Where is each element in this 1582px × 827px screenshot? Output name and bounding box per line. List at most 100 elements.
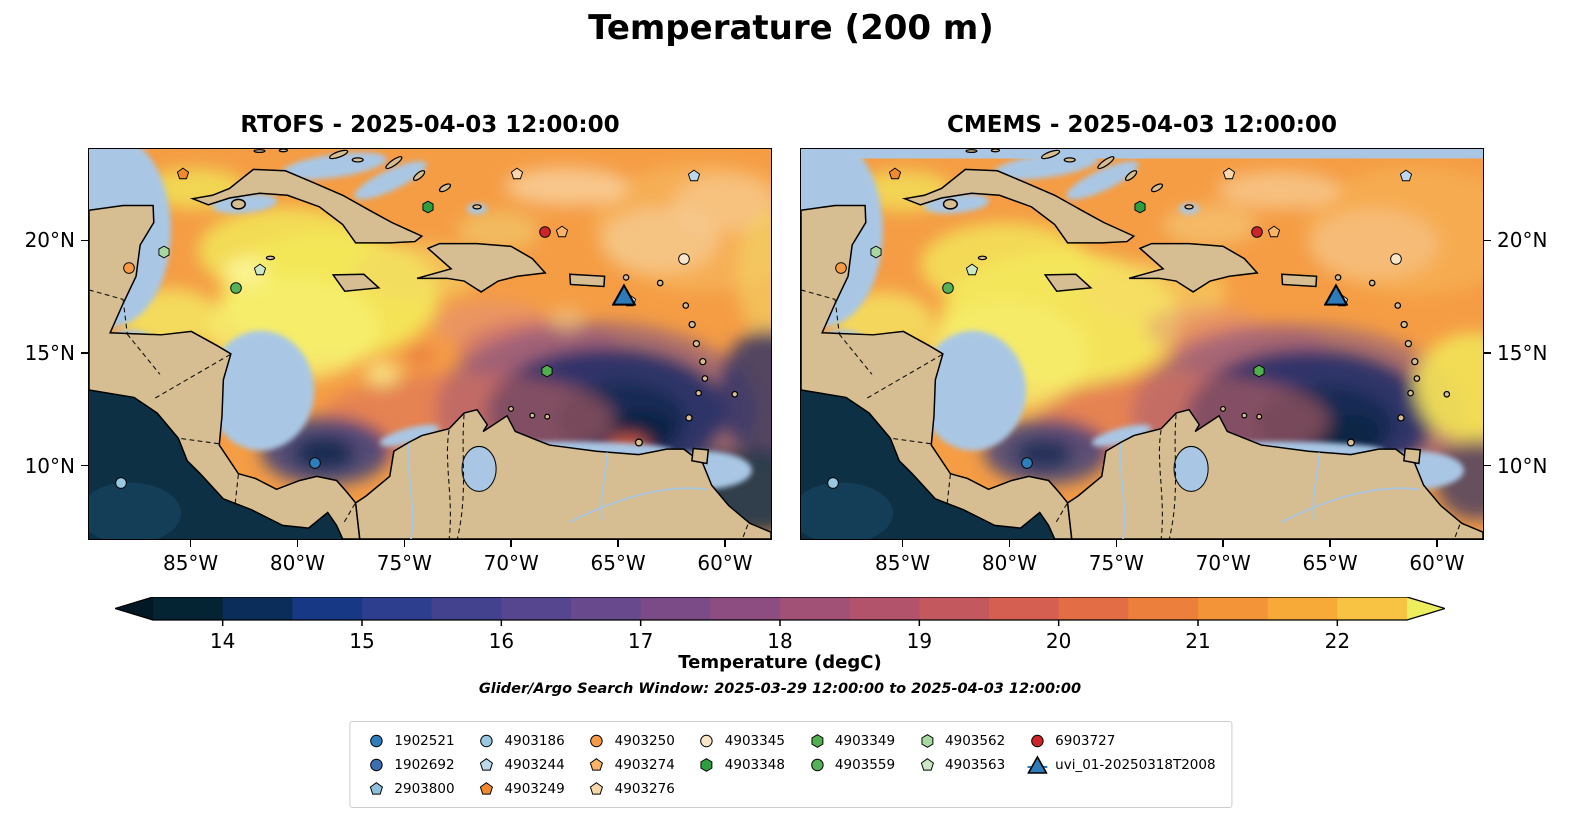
- lon-tick: [1436, 540, 1438, 547]
- panel-title-cmems: CMEMS - 2025-04-03 12:00:00: [946, 112, 1338, 138]
- legend-label: 4903563: [945, 756, 1006, 773]
- lon-tick: [1329, 540, 1331, 547]
- platform-marker-4903249: [176, 167, 189, 180]
- colorbar-tick-label: 21: [1185, 629, 1211, 653]
- legend-item-4903562: 4903562: [917, 731, 1005, 750]
- pentagon-marker-icon: [176, 167, 189, 179]
- platform-marker-4903559: [942, 281, 955, 294]
- hexagon-marker-icon: [917, 733, 937, 748]
- circle-marker-icon: [835, 261, 848, 274]
- legend-label: 2903800: [394, 780, 455, 797]
- circle-marker-icon: [370, 758, 383, 771]
- pentagon-marker-icon: [1223, 167, 1236, 179]
- platform-marker-4903250: [835, 261, 848, 274]
- lat-tick-label: 20°N: [24, 228, 75, 253]
- legend-item-uvi_01-20250318T2008: uvi_01-20250318T2008: [1027, 754, 1216, 774]
- hexagon-marker-icon: [921, 733, 933, 748]
- marker-layer-cmems: [801, 149, 1483, 539]
- circle-marker-icon: [480, 734, 493, 747]
- lake-maracaibo: [1173, 445, 1209, 492]
- legend-label: 4903276: [614, 780, 675, 797]
- circle-marker-icon: [366, 758, 386, 772]
- legend-item-2903800: 2903800: [366, 779, 455, 798]
- legend-label: 4903349: [834, 732, 896, 749]
- lon-tick: [296, 540, 299, 547]
- platform-marker-4903345: [1389, 252, 1402, 265]
- search-window-annotation: Glider/Argo Search Window: 2025-03-29 12…: [478, 681, 1082, 697]
- legend-label: 4903250: [614, 732, 675, 749]
- marker-layer-rtofs: [89, 149, 771, 539]
- legend-column: 6903727 uvi_01-20250318T2008: [1027, 731, 1216, 798]
- pentagon-marker-icon: [888, 167, 901, 179]
- map-panel-rtofs: [88, 148, 772, 540]
- pentagon-marker-icon: [965, 263, 978, 276]
- platform-marker-4903186: [826, 476, 839, 489]
- circle-marker-icon: [1021, 456, 1033, 469]
- circle-marker-icon: [370, 734, 383, 747]
- rivers: [1119, 443, 1419, 539]
- pentagon-marker-icon: [590, 781, 604, 795]
- pentagon-marker-icon: [920, 757, 934, 771]
- colorbar-tick-label: 18: [767, 629, 793, 653]
- land-layer: [89, 149, 771, 539]
- platform-marker-4903348: [1133, 200, 1146, 214]
- lon-tick: [189, 540, 192, 547]
- legend-column: 4903250 4903274 4903276: [587, 731, 675, 798]
- colorbar-tick-label: 19: [906, 629, 933, 653]
- circle-marker-icon: [807, 758, 827, 772]
- platform-marker-4903244: [688, 169, 701, 182]
- lat-tick: [1484, 464, 1491, 467]
- platform-marker-6903727: [1251, 225, 1264, 238]
- legend-label: 4903244: [504, 756, 565, 773]
- lon-tick-label: 70°W: [483, 551, 539, 575]
- triangle-marker-icon: [611, 283, 637, 306]
- legend-label: 4903274: [614, 756, 675, 773]
- legend-label: 6903727: [1055, 732, 1116, 749]
- colorbar-tick-label: 14: [209, 629, 236, 653]
- pentagon-marker-icon: [917, 757, 937, 772]
- pentagon-marker-icon: [688, 169, 701, 182]
- legend-item-4903563: 4903563: [917, 755, 1005, 774]
- map-panel-cmems: [800, 148, 1484, 540]
- legend-item-4903249: 4903249: [477, 779, 565, 798]
- colorbar-tick-label: 17: [627, 629, 654, 653]
- legend-label: uvi_01-20250318T2008: [1055, 756, 1216, 773]
- circle-marker-icon: [827, 477, 839, 489]
- legend-label: 4903345: [724, 732, 785, 749]
- lat-tick-label: 10°N: [24, 453, 75, 478]
- temperature-field: [119, 162, 771, 535]
- country-borders: [89, 289, 749, 539]
- panel-title-rtofs: RTOFS - 2025-04-03 12:00:00: [240, 112, 620, 138]
- pentagon-marker-icon: [587, 781, 607, 796]
- circle-marker-icon: [700, 734, 714, 747]
- lon-tick-label: 85°W: [874, 551, 931, 575]
- circle-marker-icon: [677, 253, 690, 265]
- colorbar-tick-label: 15: [349, 629, 375, 653]
- platform-marker-4903348: [421, 200, 434, 214]
- platform-marker-4903186: [114, 476, 127, 489]
- hexagon-marker-icon: [870, 245, 882, 259]
- lon-tick: [1115, 540, 1118, 547]
- lon-tick: [1008, 540, 1011, 547]
- hexagon-marker-icon: [1253, 364, 1265, 378]
- pentagon-marker-icon: [477, 781, 497, 796]
- pentagon-marker-icon: [1267, 225, 1281, 238]
- circle-marker-icon: [123, 261, 136, 274]
- lon-tick-label: 75°W: [1088, 551, 1144, 575]
- legend-column: 4903562 4903563: [917, 731, 1005, 798]
- legend-column: 4903186 4903244 4903249: [477, 731, 565, 798]
- hexagon-marker-icon: [1134, 200, 1146, 214]
- lat-tick: [1484, 352, 1491, 354]
- pentagon-marker-icon: [479, 757, 494, 771]
- lon-tick-label: 60°W: [697, 551, 753, 575]
- legend-item-4903186: 4903186: [477, 731, 565, 750]
- lon-tick: [901, 540, 904, 547]
- hexagon-marker-icon: [807, 733, 827, 748]
- legend-item-1902521: 1902521: [366, 731, 455, 750]
- circle-marker-icon: [942, 282, 954, 294]
- legend-label: 1902521: [394, 732, 455, 749]
- temperature-map-cmems: [801, 149, 1483, 539]
- pentagon-marker-icon: [366, 781, 386, 796]
- hexagon-marker-icon: [422, 200, 434, 214]
- circle-marker-icon: [1251, 226, 1263, 238]
